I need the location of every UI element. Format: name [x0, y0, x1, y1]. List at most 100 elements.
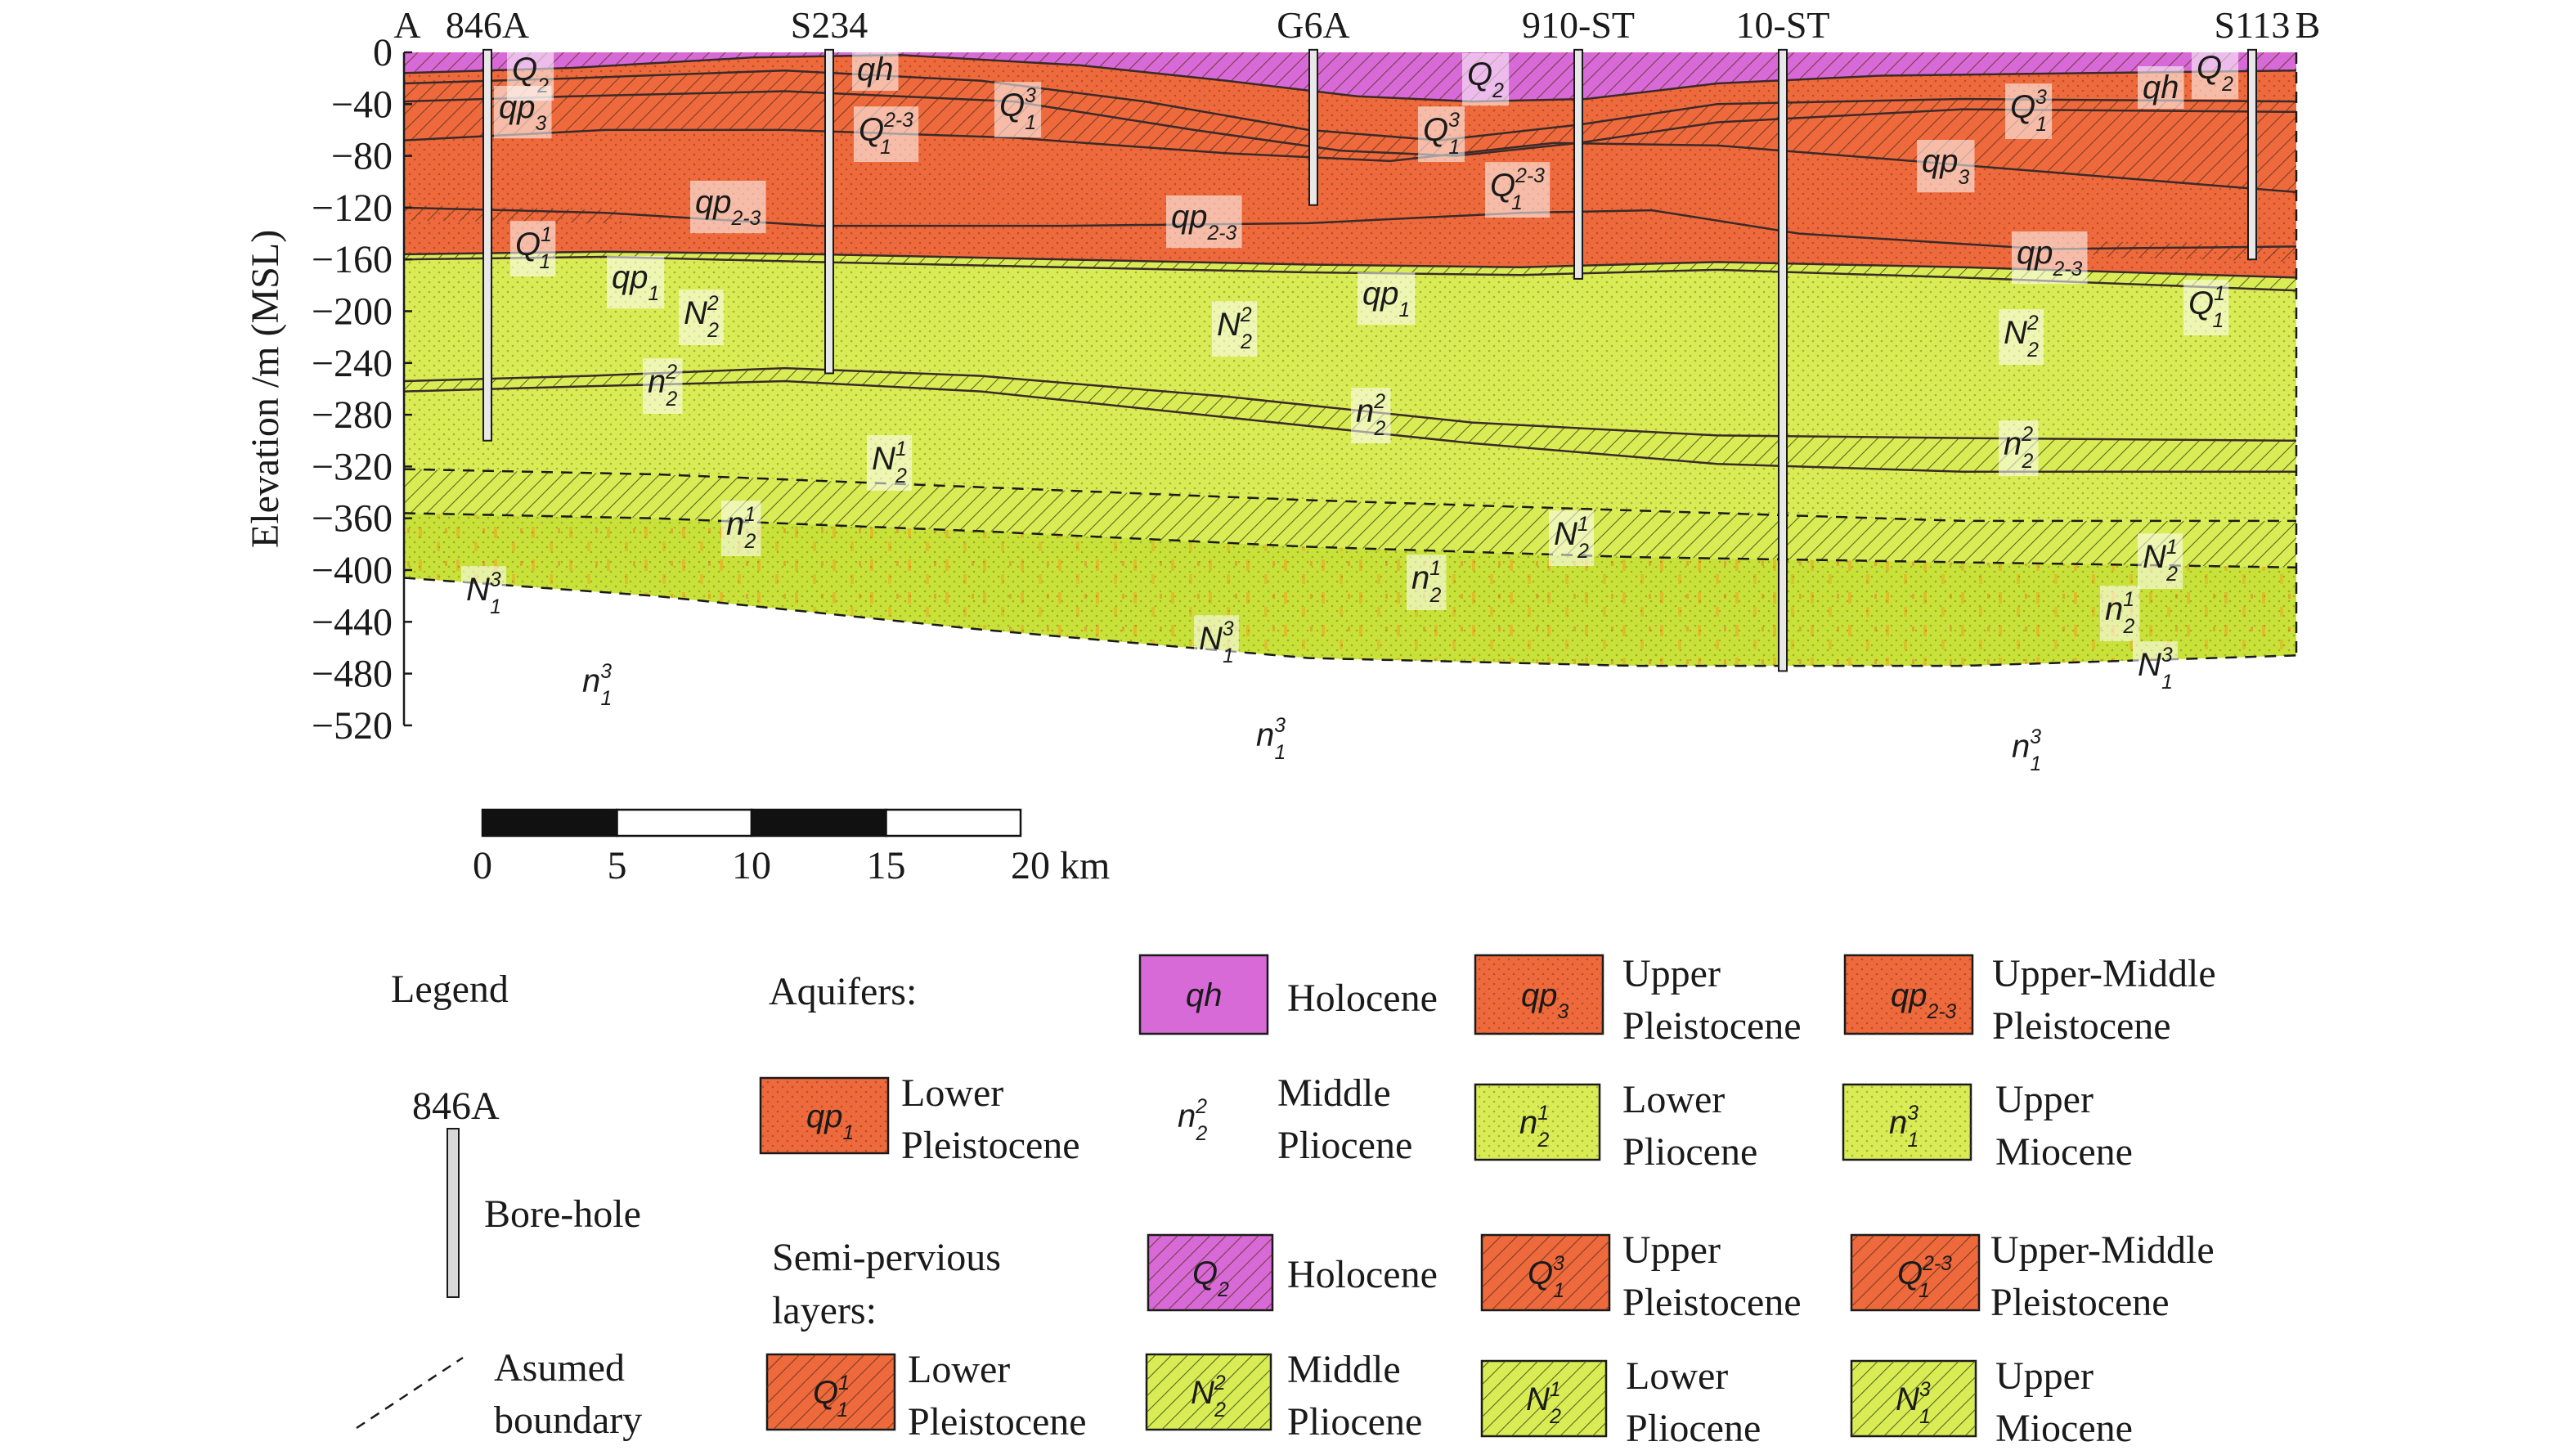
svg-text:qh: qh — [2143, 70, 2179, 106]
legend-aquifer-text: Holocene — [1287, 977, 1438, 1020]
legend-boundary-symbol — [356, 1356, 464, 1430]
legend-swatch-Q2: Q2 — [1147, 1233, 1274, 1312]
legend-boundary-label: Asumed — [494, 1346, 625, 1390]
legend-swatch-qp3: qp3 — [1474, 954, 1604, 1035]
section-start-label: A — [393, 4, 420, 46]
unit-label-qh-legend: qh — [1186, 977, 1223, 1013]
svg-text:qp3: qp3 — [1521, 977, 1569, 1023]
y-tick-label: −280 — [312, 393, 393, 437]
y-axis-title: Elevation /m (MSL) — [244, 230, 287, 548]
legend-swatch-Q11: Q1 1 — [765, 1353, 896, 1431]
unit-label-qp23-legend: qp2-3 — [1891, 977, 1957, 1023]
legend-aquifer-text: Upper-Middle — [1992, 952, 2216, 995]
legend-borehole-label: Bore-hole — [484, 1192, 641, 1236]
unit-label-qp3-legend: qp3 — [1521, 977, 1569, 1023]
legend-swatch-Q123: Q2-3 1 — [1850, 1233, 1981, 1312]
borehole-label: S234 — [791, 4, 868, 46]
unit-label-Q11-6: Q1 1 — [510, 221, 556, 276]
unit-label-Q2-legend: Q2 — [1192, 1255, 1229, 1301]
unit-label-Q123-legend: Q2-3 1 — [1897, 1253, 1952, 1302]
unit-label-qp3-1: qp3 — [494, 86, 552, 139]
y-tick-label: −160 — [312, 238, 393, 281]
scale-bar-label: 5 — [608, 844, 627, 887]
unit-label-n22-22: n2 2 — [643, 358, 683, 414]
svg-text:Q2: Q2 — [2197, 50, 2233, 96]
y-tick-label: −520 — [312, 704, 393, 748]
borehole-label: G6A — [1277, 4, 1349, 46]
svg-text:Q2-31: Q2-3 1 — [1897, 1253, 1952, 1302]
assumed-boundary-b11 — [403, 512, 2297, 569]
y-tick-label: −400 — [312, 549, 393, 592]
unit-label-n21-legend: n1 2 — [1519, 1102, 1549, 1152]
layer-qp1-pattern — [404, 207, 2296, 278]
svg-text:Q2: Q2 — [1192, 1255, 1229, 1301]
legend-aquifer-text: Pliocene — [1277, 1124, 1412, 1167]
layer-n1-3-semi-pattern — [404, 469, 2296, 568]
unit-label-N22-8: N2 2 — [679, 290, 725, 345]
y-tick-label: −80 — [331, 135, 393, 178]
svg-text:qp2-3: qp2-3 — [1171, 199, 1237, 245]
unit-label-N21-27: N1 2 — [2138, 533, 2183, 589]
layer-boundaries — [403, 52, 2298, 667]
unit-label-qp1-legend: qp1 — [806, 1098, 854, 1144]
unit-label-qp3-18: qp3 — [1917, 140, 1975, 193]
legend-semi-text: Pleistocene — [1622, 1281, 1802, 1324]
unit-label-n21-28: n1 2 — [721, 501, 761, 556]
legend-semi-text: Upper — [1622, 1228, 1721, 1272]
legend-boundary-label-2: boundary — [494, 1399, 642, 1442]
svg-text:n12: n1 2 — [726, 504, 756, 553]
assumed-boundary-bot — [403, 577, 2297, 667]
legend-aquifer-text: Lower — [1622, 1078, 1725, 1121]
svg-text:n12: n1 2 — [1519, 1102, 1549, 1152]
unit-label-qp23-5: qp2-3 — [690, 181, 766, 234]
unit-label-Q13-15: Q3 1 — [2005, 83, 2053, 139]
legend-swatch-n21: n1 2 — [1474, 1083, 1601, 1161]
unit-label-N22-legend: N2 2 — [1191, 1372, 1226, 1421]
assumed-boundary-b10 — [403, 468, 2296, 523]
borehole-G6A — [1308, 48, 1318, 206]
svg-text:n12: n1 2 — [2105, 589, 2134, 638]
legend-semi-text: Holocene — [1287, 1253, 1438, 1296]
elevation-axis: 0 −40 −80 −120 −160 −200 −240 −280 −320 −360 −400 −… — [244, 31, 412, 748]
unit-label-n21-30: n1 2 — [2100, 586, 2140, 641]
unit-label-Q11-20: Q1 1 — [2183, 280, 2229, 335]
legend-semi-text: Miocene — [1995, 1407, 2133, 1450]
borehole-846A — [482, 48, 492, 442]
svg-text:N31: N3 1 — [1199, 618, 1234, 667]
legend-semi-text: Lower — [908, 1348, 1010, 1391]
borehole-label: 910-ST — [1522, 4, 1635, 46]
svg-text:Q31: Q3 1 — [1528, 1253, 1564, 1302]
unit-label-N21-26: N1 2 — [1549, 510, 1595, 566]
legend-semi-text: Pliocene — [1287, 1400, 1422, 1444]
legend-swatch-N22: N2 2 — [1145, 1353, 1272, 1431]
legend-semi-text: Pleistocene — [908, 1400, 1087, 1444]
borehole-10-ST — [1778, 48, 1788, 672]
y-tick-label: −120 — [312, 186, 393, 230]
svg-text:n22: n2 2 — [2004, 424, 2033, 473]
svg-text:qh: qh — [1186, 977, 1223, 1013]
unit-label-Q2-17: Q2 — [2192, 47, 2239, 100]
layer-n2-2-pattern — [404, 257, 2296, 441]
layer-n2-1-pattern — [404, 380, 2296, 521]
legend-swatch-N13: N3 1 — [1850, 1359, 1977, 1438]
unit-label-qh-2: qh — [852, 48, 899, 91]
svg-text:N31: N3 1 — [2138, 644, 2173, 694]
svg-text:Q2-31: Q2-3 1 — [1490, 165, 1545, 214]
aquifers-heading: Aquifers: — [769, 970, 917, 1013]
boundary-b1 — [403, 53, 2297, 103]
borehole-S113 — [2247, 48, 2257, 261]
layer-n2-2-semi-pattern — [404, 251, 2296, 291]
legend-swatch-qh: qh — [1138, 954, 1269, 1035]
svg-text:qp1: qp1 — [612, 259, 659, 305]
svg-text:Q2-31: Q2-3 1 — [859, 110, 913, 159]
svg-text:n22: n2 2 — [648, 362, 677, 411]
scale-bar-segment — [481, 808, 618, 838]
legend-title: Legend — [391, 968, 509, 1011]
borehole-label: 10-ST — [1736, 4, 1830, 46]
unit-label-qp1-13: qp1 — [1358, 272, 1416, 326]
svg-text:qh: qh — [857, 52, 894, 88]
legend-swatch-qp1: qp1 — [759, 1076, 890, 1155]
unit-label-qp1-7: qp1 — [607, 256, 665, 309]
legend-semi-text: Upper-Middle — [1990, 1228, 2215, 1272]
svg-text:n12: n1 2 — [1411, 558, 1441, 607]
